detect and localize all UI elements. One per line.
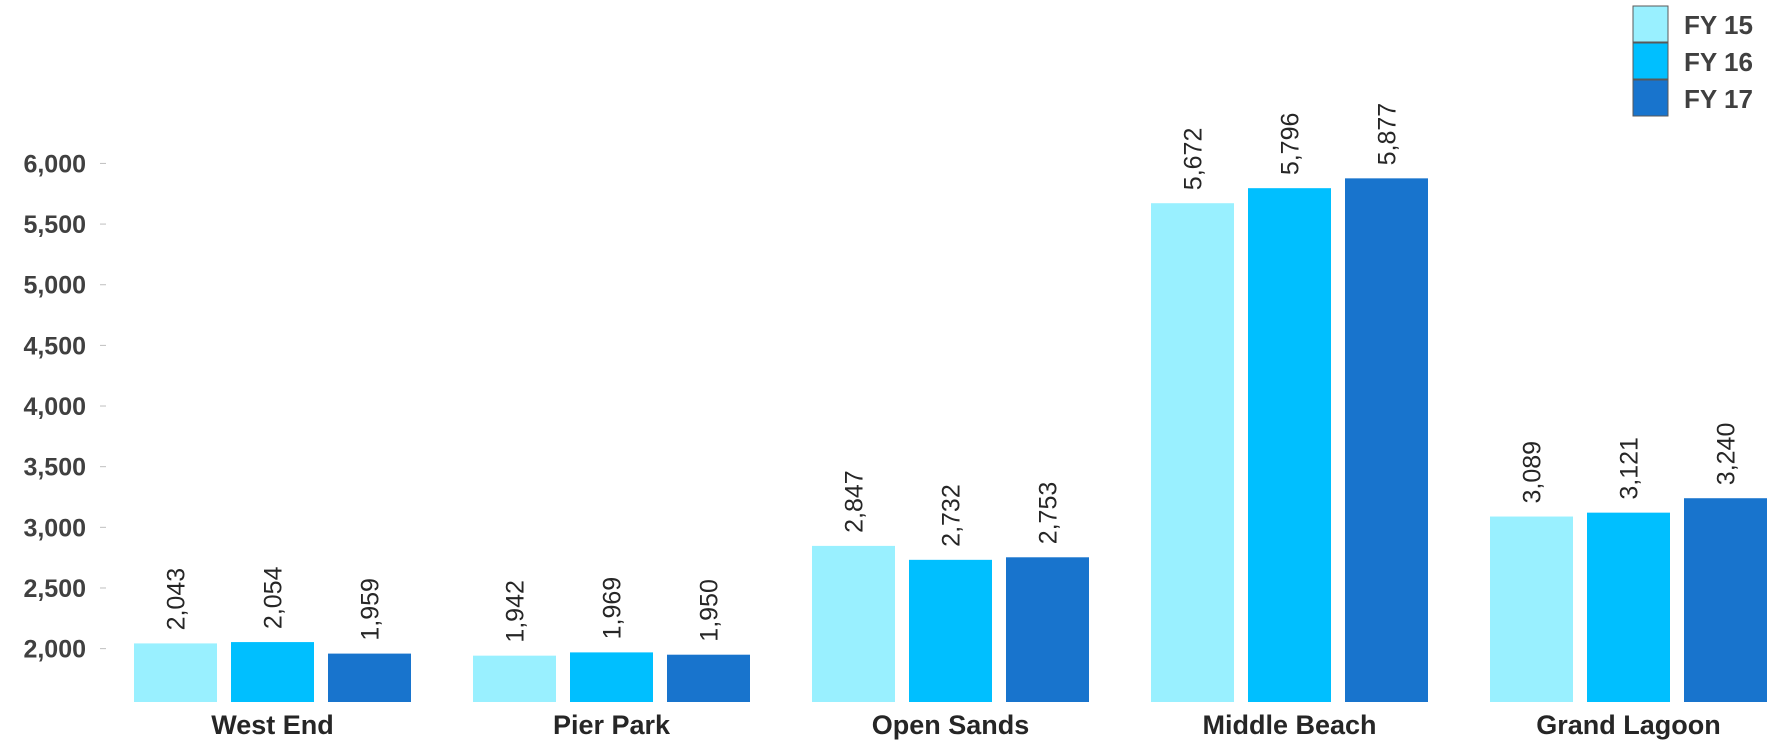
bar-fy-17-west-end xyxy=(328,653,411,702)
data-label: 5,672 xyxy=(1180,128,1208,191)
legend-swatch xyxy=(1632,5,1669,43)
y-tick-label: 4,500 xyxy=(23,332,86,360)
y-tick-label: 6,000 xyxy=(23,150,86,178)
data-label: 5,877 xyxy=(1374,103,1402,166)
bar-fy-15-pier-park xyxy=(473,655,556,702)
data-label: 2,043 xyxy=(163,568,191,631)
bars xyxy=(134,178,1767,702)
x-category-label: Open Sands xyxy=(872,710,1030,740)
y-tick-label: 5,500 xyxy=(23,211,86,239)
data-label: 2,847 xyxy=(841,470,869,533)
bar-fy-16-west-end xyxy=(231,642,314,702)
bar-fy-15-west-end xyxy=(134,643,217,702)
data-label: 1,969 xyxy=(599,577,627,640)
bar-fy-17-open-sands xyxy=(1006,557,1089,702)
legend-label[interactable]: FY 16 xyxy=(1684,47,1753,77)
bar-fy-15-middle-beach xyxy=(1151,203,1234,702)
data-label: 2,054 xyxy=(260,566,288,629)
bar-fy-16-middle-beach xyxy=(1248,188,1331,702)
bar-fy-17-grand-lagoon xyxy=(1684,498,1767,702)
x-category-label: Pier Park xyxy=(553,710,671,740)
data-label: 2,732 xyxy=(938,484,966,547)
bar-fy-15-open-sands xyxy=(812,545,895,702)
legend-label[interactable]: FY 17 xyxy=(1684,84,1753,114)
legend-swatch xyxy=(1632,42,1669,80)
legend-swatch xyxy=(1632,79,1669,117)
y-tick-label: 3,500 xyxy=(23,454,86,482)
x-category-label: Grand Lagoon xyxy=(1536,710,1721,740)
data-label: 1,950 xyxy=(696,579,724,642)
y-tick-label: 2,500 xyxy=(23,575,86,603)
data-label: 3,240 xyxy=(1713,423,1741,486)
data-label: 1,959 xyxy=(357,578,385,641)
data-label: 1,942 xyxy=(502,580,530,643)
bar-fy-17-middle-beach xyxy=(1345,178,1428,702)
data-labels: 2,043 2,054 1,959 1,942 1,969 1,950 2,847 2,732… xyxy=(163,103,1741,643)
x-category-label: Middle Beach xyxy=(1202,710,1376,740)
x-category-label: West End xyxy=(211,710,334,740)
bar-fy-16-pier-park xyxy=(570,652,653,702)
bar-fy-16-grand-lagoon xyxy=(1587,512,1670,702)
y-tick-label: 5,000 xyxy=(23,272,86,300)
data-label: 2,753 xyxy=(1035,482,1063,545)
y-tick-label: 3,000 xyxy=(23,514,86,542)
y-tick-label: 2,000 xyxy=(23,636,86,664)
x-axis: West End Pier Park Open Sands Middle Beach G… xyxy=(211,710,1721,740)
bar-fy-15-grand-lagoon xyxy=(1490,516,1573,702)
legend[interactable]: FY 15 FY 16 FY 17 xyxy=(1632,5,1753,117)
bar-fy-16-open-sands xyxy=(909,559,992,702)
legend-label[interactable]: FY 15 xyxy=(1684,10,1753,40)
data-label: 5,796 xyxy=(1277,113,1305,176)
y-axis: 2,000 2,500 3,000 3,500 4,000 4,500 5,000 5,500… xyxy=(23,150,106,664)
y-tick-label: 4,000 xyxy=(23,393,86,421)
data-label: 3,121 xyxy=(1616,437,1644,500)
bar-fy-17-pier-park xyxy=(667,654,750,702)
data-label: 3,089 xyxy=(1519,441,1547,504)
